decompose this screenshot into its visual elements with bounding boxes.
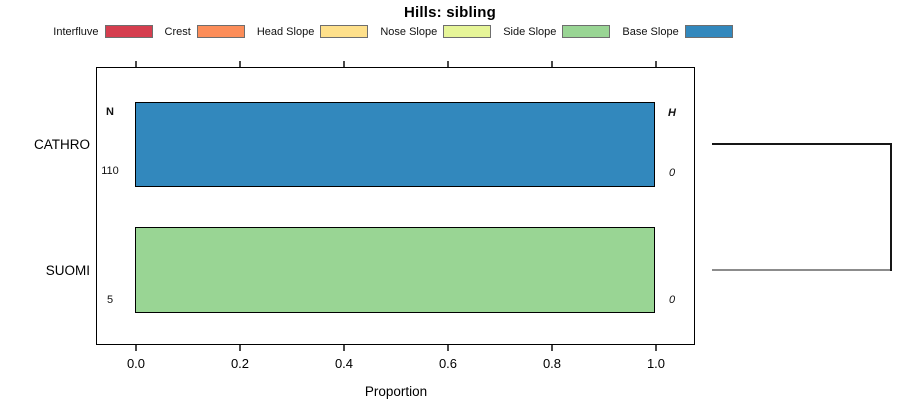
- legend-item-interfluve: Interfluve: [53, 25, 153, 38]
- bottom-tick-1.0: [655, 345, 657, 351]
- x-tick-label: 0.6: [438, 356, 458, 371]
- bar-suomi-side-slope: [135, 227, 655, 313]
- legend-label: Base Slope: [622, 25, 679, 38]
- x-tick-label: 1.0: [646, 356, 666, 371]
- top-tick-0.0: [135, 61, 137, 67]
- legend-item-side-slope: Side Slope: [503, 25, 611, 38]
- legend-item-crest: Crest: [165, 25, 245, 38]
- x-tick-label: 0.4: [334, 356, 354, 371]
- legend-swatch-interfluve: [104, 25, 153, 38]
- chart-title: Hills: sibling: [404, 4, 496, 21]
- bottom-tick-0.4: [343, 345, 345, 351]
- bar-cathro-base-slope: [135, 102, 655, 187]
- legend-label: Side Slope: [503, 25, 557, 38]
- x-tick-label: 0.2: [230, 356, 250, 371]
- legend-swatch-base-slope: [684, 25, 733, 38]
- h-value-suomi: 0: [668, 294, 676, 306]
- legend-swatch-nose-slope: [443, 25, 492, 38]
- top-tick-1.0: [655, 61, 657, 67]
- legend-item-head-slope: Head Slope: [257, 25, 369, 38]
- legend-label: Interfluve: [53, 25, 99, 38]
- top-tick-0.6: [447, 61, 449, 67]
- x-tick-label: 0.8: [542, 356, 562, 371]
- legend-label: Crest: [164, 25, 191, 38]
- dendrogram-join: [890, 143, 892, 271]
- row-label-suomi: SUOMI: [45, 263, 90, 278]
- legend-label: Head Slope: [256, 25, 315, 38]
- legend-item-base-slope: Base Slope: [622, 25, 733, 38]
- x-axis-label: Proportion: [364, 384, 428, 399]
- n-value-suomi: 5: [106, 294, 114, 306]
- x-tick-label: 0.0: [126, 356, 146, 371]
- bottom-tick-0.6: [447, 345, 449, 351]
- bottom-tick-0.0: [135, 345, 137, 351]
- legend: Interfluve Crest Head Slope Nose Slope S…: [0, 25, 786, 38]
- legend-swatch-crest: [196, 25, 245, 38]
- h-header: H: [668, 107, 676, 119]
- dendrogram-branch-cathro: [712, 143, 892, 145]
- n-value-cathro: 110: [101, 165, 119, 177]
- top-tick-0.2: [239, 61, 241, 67]
- top-tick-0.8: [551, 61, 553, 67]
- dendrogram-branch-suomi: [712, 269, 892, 271]
- n-header: N: [106, 106, 114, 118]
- h-value-cathro: 0: [668, 167, 676, 179]
- bottom-tick-0.8: [551, 345, 553, 351]
- bottom-tick-0.2: [239, 345, 241, 351]
- top-tick-0.4: [343, 61, 345, 67]
- legend-label: Nose Slope: [380, 25, 438, 38]
- legend-swatch-side-slope: [562, 25, 611, 38]
- legend-swatch-head-slope: [320, 25, 369, 38]
- legend-item-nose-slope: Nose Slope: [380, 25, 492, 38]
- row-label-cathro: CATHRO: [34, 137, 90, 152]
